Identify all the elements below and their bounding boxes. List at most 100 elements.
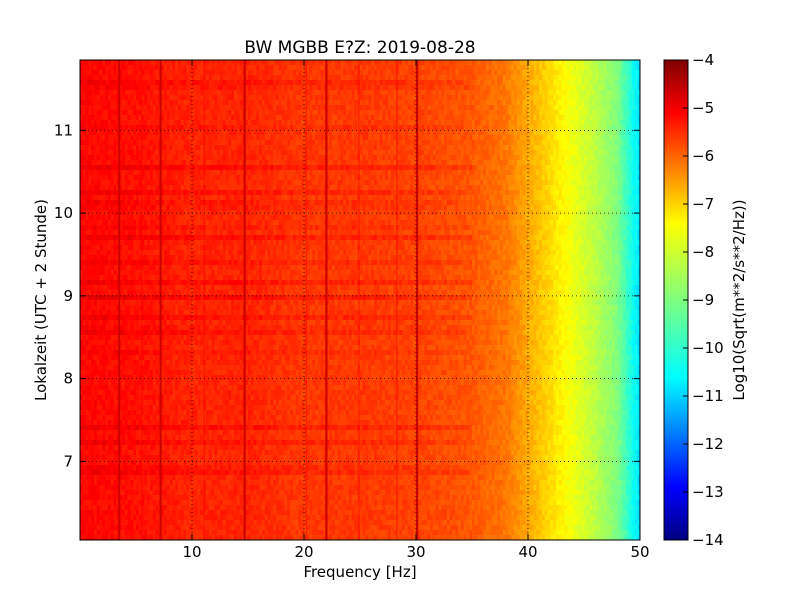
heatmap-cell: [469, 95, 473, 101]
heatmap-cell: [424, 130, 428, 136]
heatmap-cell: [99, 145, 103, 151]
heatmap-cell: [623, 170, 627, 176]
heatmap-cell: [301, 105, 305, 111]
heatmap-cell: [477, 70, 481, 76]
heatmap-cell: [312, 105, 316, 111]
heatmap-cell: [469, 105, 473, 111]
heatmap-cell: [253, 95, 257, 101]
heatmap-cell: [483, 110, 487, 116]
heatmap-cell: [592, 125, 596, 131]
heatmap-cell: [525, 165, 529, 171]
heatmap-cell: [430, 175, 434, 181]
heatmap-cell: [539, 110, 543, 116]
heatmap-cell: [264, 160, 269, 166]
heatmap-cell: [225, 165, 229, 171]
heatmap-cell: [511, 135, 515, 141]
heatmap-cell: [466, 90, 470, 96]
heatmap-cell: [122, 75, 126, 81]
heatmap-cell: [267, 140, 271, 146]
heatmap-cell: [396, 145, 400, 151]
heatmap-cell: [631, 160, 635, 166]
heatmap-cell: [292, 130, 297, 136]
heatmap-cell: [217, 105, 221, 111]
heatmap-cell: [306, 165, 311, 171]
heatmap-cell: [192, 70, 196, 76]
heatmap-cell: [211, 130, 215, 136]
heatmap-cell: [340, 150, 344, 156]
heatmap-cell: [533, 175, 537, 181]
heatmap-cell: [455, 170, 459, 176]
heatmap-cell: [452, 80, 456, 86]
heatmap-cell: [474, 135, 479, 141]
heatmap-cell: [542, 135, 546, 141]
heatmap-cell: [141, 85, 145, 91]
heatmap-cell: [379, 60, 383, 66]
heatmap-cell: [424, 150, 428, 156]
heatmap-cell: [600, 120, 605, 126]
heatmap-cell: [533, 105, 537, 111]
heatmap-cell: [348, 165, 353, 171]
heatmap-cell: [544, 105, 549, 111]
heatmap-cell: [113, 175, 117, 181]
heatmap-cell: [628, 135, 633, 141]
heatmap-cell: [150, 105, 154, 111]
heatmap-cell: [147, 180, 151, 186]
heatmap-cell: [623, 110, 627, 116]
heatmap-cell: [329, 155, 333, 161]
heatmap-cell: [477, 85, 481, 91]
heatmap-cell: [337, 110, 341, 116]
heatmap-cell: [183, 100, 187, 106]
heatmap-cell: [337, 135, 341, 141]
heatmap-cell: [169, 65, 173, 71]
heatmap-cell: [586, 160, 591, 166]
heatmap-cell: [634, 65, 638, 71]
heatmap-cell: [550, 120, 554, 126]
heatmap-cell: [281, 145, 285, 151]
heatmap-cell: [144, 70, 148, 76]
heatmap-cell: [525, 100, 529, 106]
heatmap-cell: [250, 150, 255, 156]
heatmap-cell: [418, 170, 423, 176]
heatmap-cell: [410, 120, 414, 126]
heatmap-cell: [119, 65, 123, 71]
heatmap-cell: [334, 135, 339, 141]
heatmap-cell: [267, 75, 271, 81]
heatmap-cell: [220, 65, 224, 71]
heatmap-cell: [220, 70, 224, 76]
heatmap-cell: [508, 80, 512, 86]
heatmap-cell: [284, 95, 288, 101]
heatmap-cell: [180, 90, 185, 96]
heatmap-cell: [598, 160, 602, 166]
heatmap-cell: [491, 135, 495, 141]
heatmap-cell: [334, 170, 339, 176]
heatmap-cell: [379, 80, 383, 86]
heatmap-cell: [273, 85, 277, 91]
heatmap-cell: [469, 90, 473, 96]
heatmap-cell: [354, 120, 358, 126]
heatmap-cell: [542, 160, 546, 166]
heatmap-cell: [85, 170, 89, 176]
heatmap-cell: [598, 95, 602, 101]
heatmap-cell: [393, 150, 397, 156]
heatmap-cell: [108, 160, 112, 166]
heatmap-cell: [152, 145, 157, 151]
heatmap-cell: [301, 65, 305, 71]
heatmap-cell: [514, 160, 518, 166]
heatmap-cell: [500, 170, 504, 176]
heatmap-cell: [245, 75, 249, 81]
heatmap-cell: [340, 175, 344, 181]
heatmap-cell: [567, 165, 571, 171]
heatmap-cell: [273, 120, 277, 126]
heatmap-cell: [427, 70, 431, 76]
heatmap-cell: [354, 170, 358, 176]
heatmap-cell: [228, 75, 232, 81]
heatmap-cell: [466, 135, 470, 141]
heatmap-cell: [340, 115, 344, 121]
heatmap-cell: [290, 170, 294, 176]
heatmap-cell: [466, 60, 470, 66]
heatmap-cell: [189, 90, 193, 96]
heatmap-cell: [469, 100, 473, 106]
heatmap-cell: [318, 155, 322, 161]
heatmap-cell: [354, 145, 358, 151]
heatmap-cell: [250, 140, 255, 146]
